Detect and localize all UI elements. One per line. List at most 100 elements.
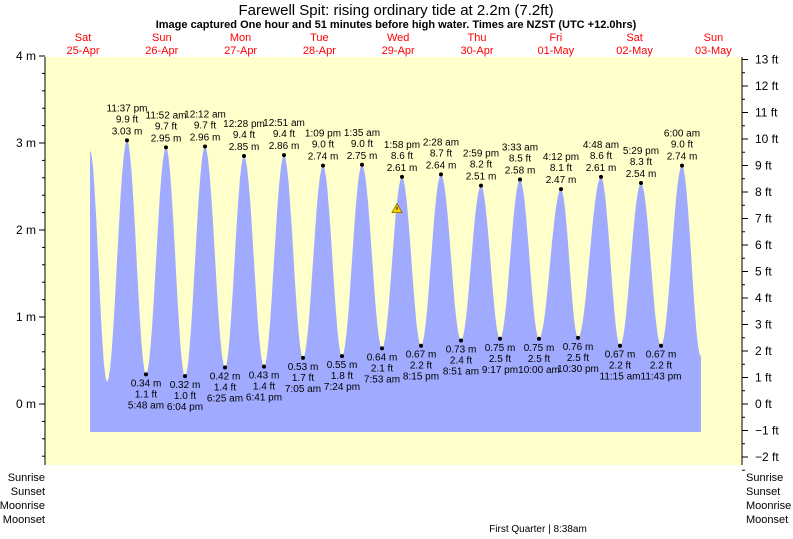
low-tide-time: 7:05 am: [285, 384, 321, 395]
high-tide-time: 2:28 am: [423, 137, 459, 148]
high-tide-time: 12:51 am: [263, 118, 305, 129]
low-tide-m: 0.42 m: [210, 371, 241, 382]
high-tide-ft: 9.4 ft: [233, 130, 255, 141]
high-tide-ft: 8.5 ft: [509, 154, 531, 165]
high-tide-ft: 8.6 ft: [590, 151, 612, 162]
high-tide-point: [680, 163, 684, 168]
high-tide-time: 12:12 am: [184, 109, 226, 120]
high-tide-m: 2.64 m: [426, 160, 457, 171]
astro-label-right: Sunrise: [746, 472, 783, 484]
low-tide-time: 5:48 am: [128, 400, 164, 411]
right-tick-label: −1 ft: [755, 424, 779, 438]
high-tide-m: 2.51 m: [466, 172, 497, 183]
high-tide-m: 2.61 m: [387, 163, 418, 174]
high-tide-ft: 9.0 ft: [671, 140, 693, 151]
high-tide-time: 6:00 am: [664, 129, 700, 140]
high-tide-m: 2.75 m: [347, 151, 378, 162]
low-tide-ft: 1.1 ft: [135, 389, 157, 400]
right-tick-label: 12 ft: [755, 79, 779, 93]
low-tide-point: [380, 346, 384, 351]
day-date: 30-Apr: [460, 45, 493, 57]
high-tide-ft: 9.4 ft: [273, 129, 295, 140]
high-tide-point: [439, 172, 443, 177]
low-tide-time: 7:24 pm: [324, 382, 360, 393]
low-tide-time: 9:17 pm: [482, 365, 518, 376]
low-tide-time: 10:30 pm: [557, 364, 599, 375]
low-tide-ft: 1.4 ft: [214, 382, 236, 393]
low-tide-point: [659, 343, 663, 348]
high-tide-m: 2.74 m: [308, 152, 339, 163]
day-weekday: Thu: [468, 32, 487, 44]
high-tide-time: 4:12 pm: [543, 152, 579, 163]
low-tide-ft: 1.8 ft: [331, 371, 353, 382]
high-tide-m: 2.85 m: [229, 142, 260, 153]
left-tick-label: 3 m: [16, 136, 36, 150]
astro-label-right: Moonset: [746, 514, 788, 526]
high-tide-ft: 8.1 ft: [550, 163, 572, 174]
low-tide-ft: 2.2 ft: [609, 361, 631, 372]
moon-phase: First Quarter | 8:38am: [489, 524, 587, 535]
low-tide-ft: 2.2 ft: [410, 361, 432, 372]
astro-label-right: Moonrise: [746, 500, 791, 512]
left-tick-label: 2 m: [16, 223, 36, 237]
low-tide-point: [498, 336, 502, 341]
high-tide-ft: 9.0 ft: [351, 139, 373, 150]
high-tide-point: [559, 187, 563, 192]
right-tick-label: 1 ft: [755, 371, 772, 385]
right-tick-label: 13 ft: [755, 53, 779, 67]
high-tide-ft: 9.7 ft: [194, 120, 216, 131]
astro-labels: Sunrise Sunrise Sunset Sunset Moonrise Moonri…: [0, 472, 791, 526]
high-tide-ft: 8.7 ft: [430, 148, 452, 159]
high-tide-ft: 8.2 ft: [470, 160, 492, 171]
water-area: [90, 140, 701, 432]
day-date: 29-Apr: [382, 45, 415, 57]
left-tick-label: 0 m: [16, 397, 36, 411]
high-tide-point: [242, 154, 246, 159]
chart-title: Farewell Spit: rising ordinary tide at 2…: [238, 2, 553, 19]
day-date: 28-Apr: [303, 45, 336, 57]
low-tide-point: [419, 343, 423, 348]
high-tide-m: 2.61 m: [586, 163, 617, 174]
low-tide-ft: 1.0 ft: [174, 391, 196, 402]
tide-area: [90, 140, 701, 432]
day-date: 02-May: [616, 45, 653, 57]
right-tick-label: 10 ft: [755, 132, 779, 146]
low-tide-ft: 2.4 ft: [450, 355, 472, 366]
low-tide-point: [144, 372, 148, 377]
low-tide-time: 7:53 am: [364, 374, 400, 385]
low-tide-point: [262, 364, 266, 369]
right-tick-label: 8 ft: [755, 185, 772, 199]
day-date: 03-May: [695, 45, 732, 57]
low-tide-m: 0.64 m: [367, 352, 398, 363]
astro-label-left: Sunset: [11, 486, 45, 498]
chart-subtitle: Image captured One hour and 51 minutes b…: [156, 19, 637, 31]
high-tide-m: 2.96 m: [190, 132, 221, 143]
low-tide-ft: 2.5 ft: [567, 353, 589, 364]
low-tide-m: 0.67 m: [406, 350, 437, 361]
low-tide-point: [459, 338, 463, 343]
low-tide-point: [576, 335, 580, 340]
right-tick-label: 2 ft: [755, 344, 772, 358]
low-tide-m: 0.53 m: [288, 362, 319, 373]
day-date: 25-Apr: [66, 45, 99, 57]
low-tide-point: [183, 374, 187, 379]
low-tide-time: 6:25 am: [207, 393, 243, 404]
day-weekday: Sun: [152, 32, 172, 44]
day-headers: Sat25-AprSun26-AprMon27-AprTue28-AprWed2…: [66, 32, 732, 57]
low-tide-m: 0.43 m: [249, 371, 280, 382]
high-tide-time: 3:33 am: [502, 143, 538, 154]
high-tide-m: 2.58 m: [505, 166, 536, 177]
high-tide-point: [639, 181, 643, 186]
day-weekday: Tue: [310, 32, 329, 44]
low-tide-time: 8:15 pm: [403, 372, 439, 383]
high-tide-point: [164, 145, 168, 150]
day-weekday: Wed: [387, 32, 409, 44]
high-tide-ft: 9.7 ft: [155, 121, 177, 132]
high-tide-time: 4:48 am: [583, 140, 619, 151]
astro-label-left: Sunrise: [8, 472, 45, 484]
right-tick-label: 9 ft: [755, 159, 772, 173]
low-tide-point: [618, 343, 622, 348]
low-tide-m: 0.34 m: [131, 378, 162, 389]
low-tide-ft: 2.5 ft: [528, 354, 550, 365]
high-tide-m: 2.86 m: [269, 141, 300, 152]
